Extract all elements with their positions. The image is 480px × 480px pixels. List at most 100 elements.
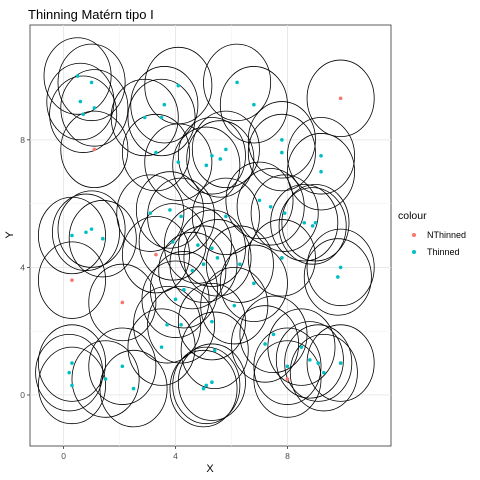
point-thinned [131,386,136,391]
thinning-circle [133,286,202,364]
thinning-circle [247,101,316,179]
y-tick-label: 4 [20,262,25,272]
point-thinned [210,380,214,385]
thinning-circle [180,311,249,389]
thinning-circle [275,321,344,399]
legend-label-nthinned: NThinned [427,230,466,240]
point-thinned [89,80,94,85]
thinning-circle [253,340,322,418]
point-thinned [215,256,220,260]
thinning-circle [147,286,216,364]
thinning-circle [110,78,179,157]
point-thinned [252,281,256,286]
point-thinned [263,342,267,346]
thinning-circle [203,43,272,122]
point-thinned [179,323,183,327]
thinning-circle [287,133,356,211]
point-thinned [210,246,214,251]
point-thinned [282,211,287,215]
legend-title: colour [398,210,427,222]
thinning-circle [130,66,199,144]
point-thinned [204,163,209,168]
point-thinned [176,160,181,164]
point-thinned [70,361,74,365]
point-thinned [280,150,284,155]
thinning-circle [177,343,246,421]
point-nthinned [338,96,343,101]
thinning-circle [177,282,246,361]
point-nthinned [285,377,290,381]
thinning-circle [144,123,213,201]
point-thinned [176,83,181,88]
thinning-circle [303,238,372,316]
point-thinned [67,370,71,375]
point-thinned [84,230,88,235]
x-tick-label: 0 [61,451,66,461]
point-thinned [154,150,158,155]
point-thinned [313,220,318,225]
thinning-circle [191,177,260,256]
point-thinned [120,364,125,369]
legend-key-thinned [412,250,416,254]
point-thinned [148,211,153,215]
point-thinned [100,236,105,241]
thinning-circle [169,349,238,428]
point-thinned [89,227,94,231]
thinning-circle [239,295,308,374]
point-thinned [78,99,83,104]
thinning-circle [51,193,120,271]
legend: colour NThinned Thinned [398,210,466,257]
point-thinned [190,268,195,273]
point-thinned [204,383,209,388]
y-axis-title: Y [4,231,16,239]
thinning-circle [191,110,260,189]
point-thinned [201,262,206,267]
point-thinned [280,256,284,260]
thinning-circle [231,305,300,383]
point-thinned [179,214,183,219]
x-tick-label: 8 [285,451,290,461]
thinning-circle [289,333,358,412]
point-thinned [210,153,214,158]
point-thinned [238,262,242,267]
chart-title: Thinning Matérn tipo I [28,7,154,22]
thinning-circle [158,231,227,310]
point-thinned [285,364,290,369]
point-thinned [182,287,186,292]
thinning-circle [177,117,246,195]
x-axis-title: X [206,463,214,475]
point-nthinned [120,300,125,305]
thinning-circle [68,200,137,278]
thinning-circle [149,251,218,329]
thinning-circle [57,190,126,268]
point-thinned [196,243,200,247]
point-thinned [159,345,164,349]
point-thinned [81,112,85,117]
point-nthinned [154,252,158,257]
point-thinned [224,214,228,219]
thinning-circle [43,37,112,115]
thinning-circle [278,187,347,265]
point-thinned [92,106,97,110]
point-thinned [159,115,164,120]
point-thinned [322,370,326,375]
y-tick-label: 8 [20,135,25,145]
point-thinned [162,102,167,107]
point-thinned [308,358,312,362]
point-thinned [201,386,206,391]
thinning-circle [172,346,241,425]
thinning-circle [250,174,319,252]
thinning-circle [127,308,196,386]
thinning-circle [37,324,106,402]
point-thinned [338,361,343,365]
point-thinned [212,348,217,353]
thinning-circle [127,78,196,157]
thinning-circle [88,263,157,342]
point-thinned [280,138,284,142]
thinning-circle [116,174,185,252]
point-thinned [173,297,178,302]
point-thinned [235,80,239,85]
thinning-circle [71,340,140,418]
point-thinned [316,361,321,365]
axis-ticks: 0 4 8 0 4 8 [20,135,290,461]
